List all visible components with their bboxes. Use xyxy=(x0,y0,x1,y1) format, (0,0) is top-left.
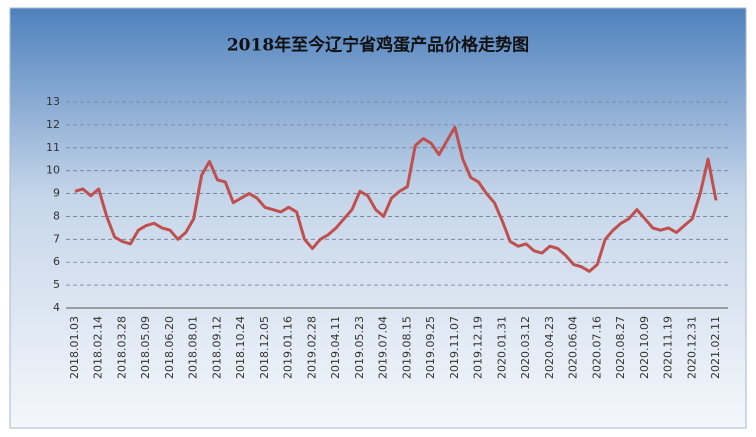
y-tick-label: 8 xyxy=(53,209,60,222)
y-tick-label: 12 xyxy=(46,118,60,131)
x-tick-label: 2020.03.12 xyxy=(519,316,532,379)
x-tick-label: 2018.09.12 xyxy=(210,316,223,379)
chart-title: 2018年至今辽宁省鸡蛋产品价格走势图 xyxy=(227,35,529,56)
y-tick-label: 9 xyxy=(53,187,60,200)
y-tick-label: 5 xyxy=(53,278,60,291)
x-tick-label: 2019.09.25 xyxy=(424,316,437,379)
x-tick-label: 2020.11.19 xyxy=(662,316,675,379)
x-tick-label: 2020.10.09 xyxy=(638,316,651,379)
chart-area xyxy=(9,7,747,429)
data-line xyxy=(74,125,718,273)
x-tick-label: 2020.12.31 xyxy=(685,316,698,379)
x-tick-label: 2018.10.24 xyxy=(234,316,247,379)
x-tick-label: 2019.12.19 xyxy=(472,316,485,379)
x-tick-label: 2020.07.16 xyxy=(590,316,603,379)
x-tick-label: 2019.02.28 xyxy=(305,316,318,379)
y-tick-label: 7 xyxy=(53,232,60,245)
x-tick-label: 2021.02.11 xyxy=(709,316,722,379)
x-tick-label: 2018.05.09 xyxy=(139,316,152,379)
y-tick-label: 4 xyxy=(53,301,60,314)
y-tick-label: 10 xyxy=(46,164,60,177)
x-tick-label: 2019.07.04 xyxy=(377,316,390,379)
x-tick-label: 2020.06.04 xyxy=(567,316,580,379)
x-tick-label: 2020.01.31 xyxy=(495,316,508,379)
x-tick-label: 2019.05.23 xyxy=(353,316,366,379)
x-tick-label: 2018.12.05 xyxy=(258,316,271,379)
x-tick-label: 2018.01.03 xyxy=(68,316,81,379)
x-tick-label: 2018.06.20 xyxy=(163,316,176,379)
x-tick-label: 2018.03.28 xyxy=(115,316,128,379)
x-tick-label: 2019.11.07 xyxy=(448,316,461,379)
x-tick-label: 2019.04.11 xyxy=(329,316,342,379)
x-tick-label: 2018.02.14 xyxy=(92,316,105,379)
y-tick-label: 13 xyxy=(46,95,60,108)
x-tick-label: 2020.08.27 xyxy=(614,316,627,379)
x-tick-label: 2019.01.16 xyxy=(282,316,295,379)
x-tick-label: 2019.08.15 xyxy=(400,316,413,379)
x-tick-label: 2020.04.23 xyxy=(543,316,556,379)
y-tick-label: 6 xyxy=(53,255,60,268)
y-tick-label: 11 xyxy=(46,141,60,154)
x-tick-label: 2018.08.01 xyxy=(187,316,200,379)
